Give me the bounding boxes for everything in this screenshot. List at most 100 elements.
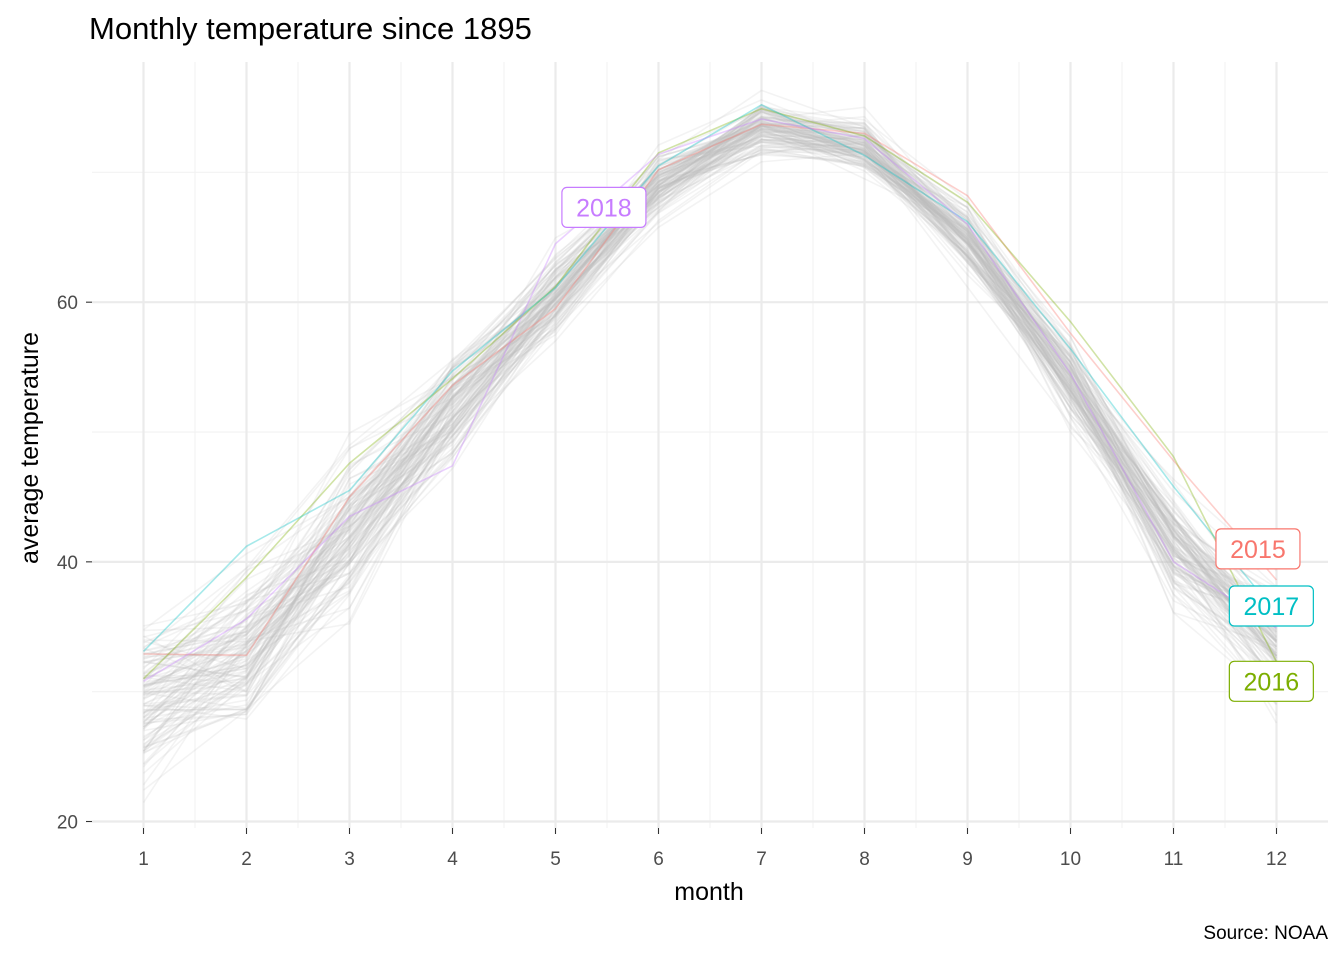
year-line	[143, 110, 1278, 660]
year-line	[143, 141, 1278, 728]
highlighted-series	[142, 103, 1278, 682]
year-line	[143, 133, 1278, 726]
year-line	[142, 133, 1278, 766]
background-year-lines	[142, 89, 1278, 804]
year-line	[143, 133, 1278, 696]
year-line	[143, 148, 1277, 720]
year-line	[143, 109, 1278, 754]
year-line	[143, 118, 1277, 680]
year-line	[143, 139, 1277, 688]
year-line	[142, 106, 1278, 682]
x-tick-label: 1	[138, 849, 149, 870]
year-line	[143, 124, 1278, 693]
y-tick-label: 20	[57, 813, 78, 834]
year-line	[143, 110, 1278, 681]
year-line	[143, 128, 1277, 643]
x-tick-label: 12	[1266, 849, 1287, 870]
year-line	[143, 144, 1278, 701]
year-line	[142, 129, 1277, 716]
year-line	[142, 106, 1278, 731]
year-line	[143, 130, 1278, 745]
year-line	[143, 148, 1278, 720]
year-line	[143, 127, 1278, 664]
year-line	[143, 133, 1278, 741]
year-line	[143, 151, 1278, 711]
year-line	[143, 105, 1278, 714]
year-line	[143, 150, 1278, 755]
year-line	[143, 127, 1278, 650]
y-tick-label: 40	[57, 553, 78, 574]
year-line	[143, 131, 1277, 652]
year-label-box	[1215, 528, 1301, 570]
year-line	[143, 140, 1277, 695]
year-line	[143, 147, 1278, 749]
series-line-2018	[143, 118, 1277, 682]
year-line	[143, 124, 1278, 696]
year-line	[143, 89, 1278, 674]
year-line	[143, 135, 1278, 714]
source-caption: Source: NOAA	[1203, 923, 1328, 944]
year-line	[143, 110, 1278, 701]
year-line	[143, 134, 1277, 705]
y-axis-title: average temperature	[16, 332, 44, 564]
year-line	[142, 109, 1278, 670]
year-line	[142, 141, 1278, 752]
year-line	[143, 123, 1278, 677]
year-line	[143, 120, 1278, 644]
year-line	[143, 138, 1278, 710]
x-tick-label: 11	[1164, 849, 1184, 870]
series-line-2015	[143, 123, 1278, 657]
year-line	[143, 128, 1277, 679]
year-line	[143, 134, 1277, 752]
year-line	[143, 145, 1278, 724]
year-line	[143, 135, 1278, 654]
year-line	[143, 128, 1278, 711]
year-line	[143, 153, 1278, 719]
x-tick-label: 10	[1060, 849, 1081, 870]
year-label-2017: 2017	[1228, 585, 1314, 627]
year-line	[142, 141, 1278, 754]
year-line	[142, 130, 1278, 719]
year-line	[143, 107, 1278, 670]
year-line	[143, 115, 1278, 687]
year-line	[143, 135, 1278, 657]
year-label-text: 2016	[1244, 668, 1300, 696]
x-tick-label: 4	[447, 849, 458, 870]
year-line	[143, 124, 1277, 791]
year-label-2015: 2015	[1215, 528, 1301, 570]
year-line	[143, 115, 1278, 696]
year-annotations: 2018 2015 2017 2016	[561, 186, 1314, 702]
y-axis-ticks: 20 40 60	[57, 293, 92, 834]
year-line	[143, 109, 1277, 680]
x-axis-title: month	[674, 878, 743, 906]
year-line	[143, 124, 1277, 658]
year-line	[143, 105, 1278, 728]
year-line	[142, 129, 1278, 765]
year-label-2018: 2018	[561, 186, 647, 229]
year-line	[142, 132, 1277, 804]
year-line	[143, 121, 1278, 686]
year-line	[142, 110, 1278, 724]
x-tick-label: 2	[241, 849, 252, 870]
year-line	[142, 152, 1278, 774]
grid	[92, 62, 1328, 828]
year-line	[142, 123, 1277, 687]
year-line	[143, 124, 1278, 697]
year-line	[142, 132, 1277, 752]
year-line	[143, 128, 1278, 688]
year-line	[143, 125, 1277, 674]
year-line	[143, 122, 1278, 706]
year-line	[143, 111, 1278, 739]
year-line	[143, 122, 1277, 631]
year-line	[143, 127, 1277, 665]
year-label-box	[561, 186, 647, 229]
series-line-2016	[142, 107, 1278, 680]
year-line	[143, 118, 1278, 686]
year-line	[142, 122, 1278, 723]
year-line	[143, 140, 1278, 675]
year-line	[142, 142, 1277, 700]
year-line	[143, 120, 1278, 749]
year-line	[143, 99, 1278, 659]
x-axis-ticks: 1 2 3 4 5 6 7 8 9 10 11 12	[138, 828, 1287, 870]
